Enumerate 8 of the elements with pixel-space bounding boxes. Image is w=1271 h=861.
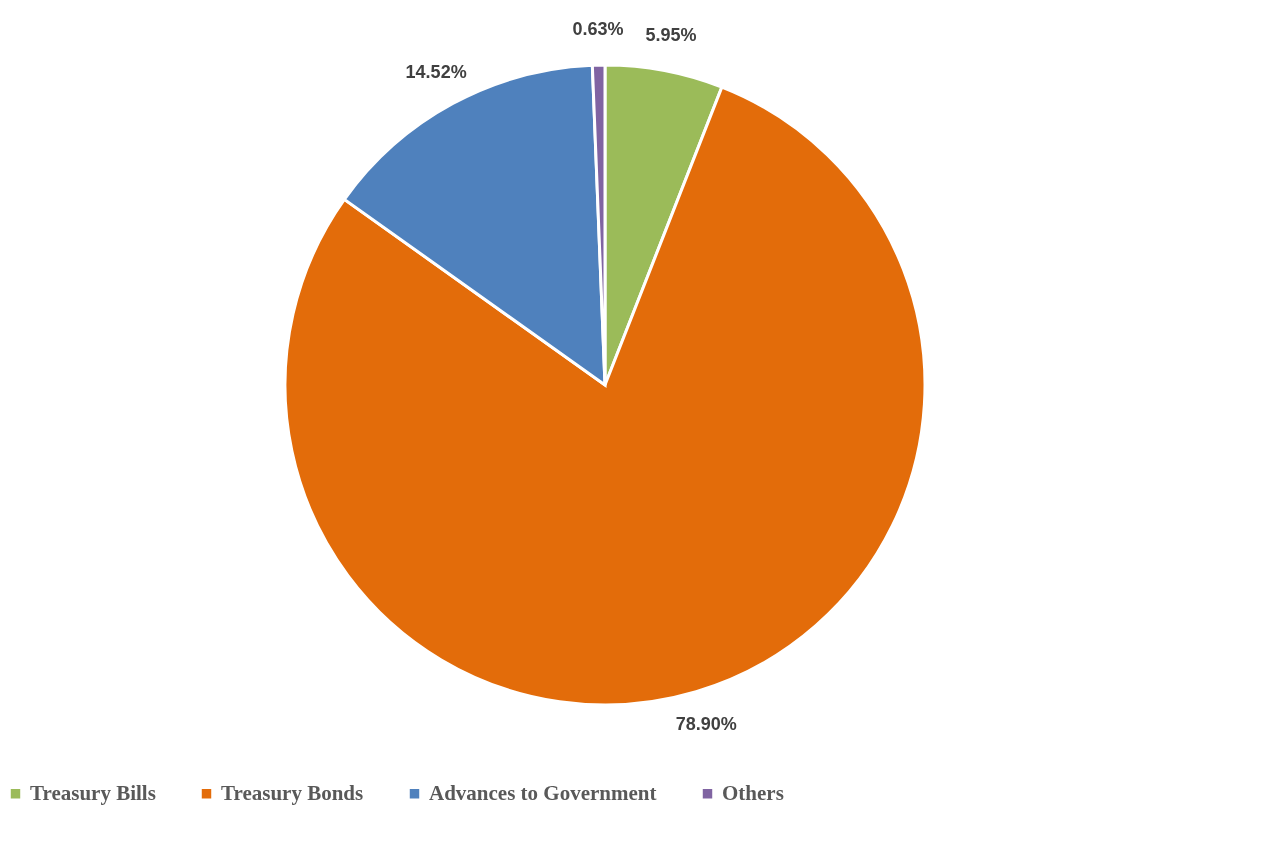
legend-label: Advances to Government — [429, 780, 657, 805]
legend-label: Treasury Bills — [30, 780, 156, 805]
legend-label: Others — [722, 780, 784, 805]
data-label: 5.95% — [645, 25, 697, 46]
data-label: 78.90% — [675, 714, 737, 735]
data-label: 14.52% — [405, 61, 467, 82]
legend-label: Treasury Bonds — [221, 780, 364, 805]
data-label: 0.63% — [572, 19, 624, 40]
